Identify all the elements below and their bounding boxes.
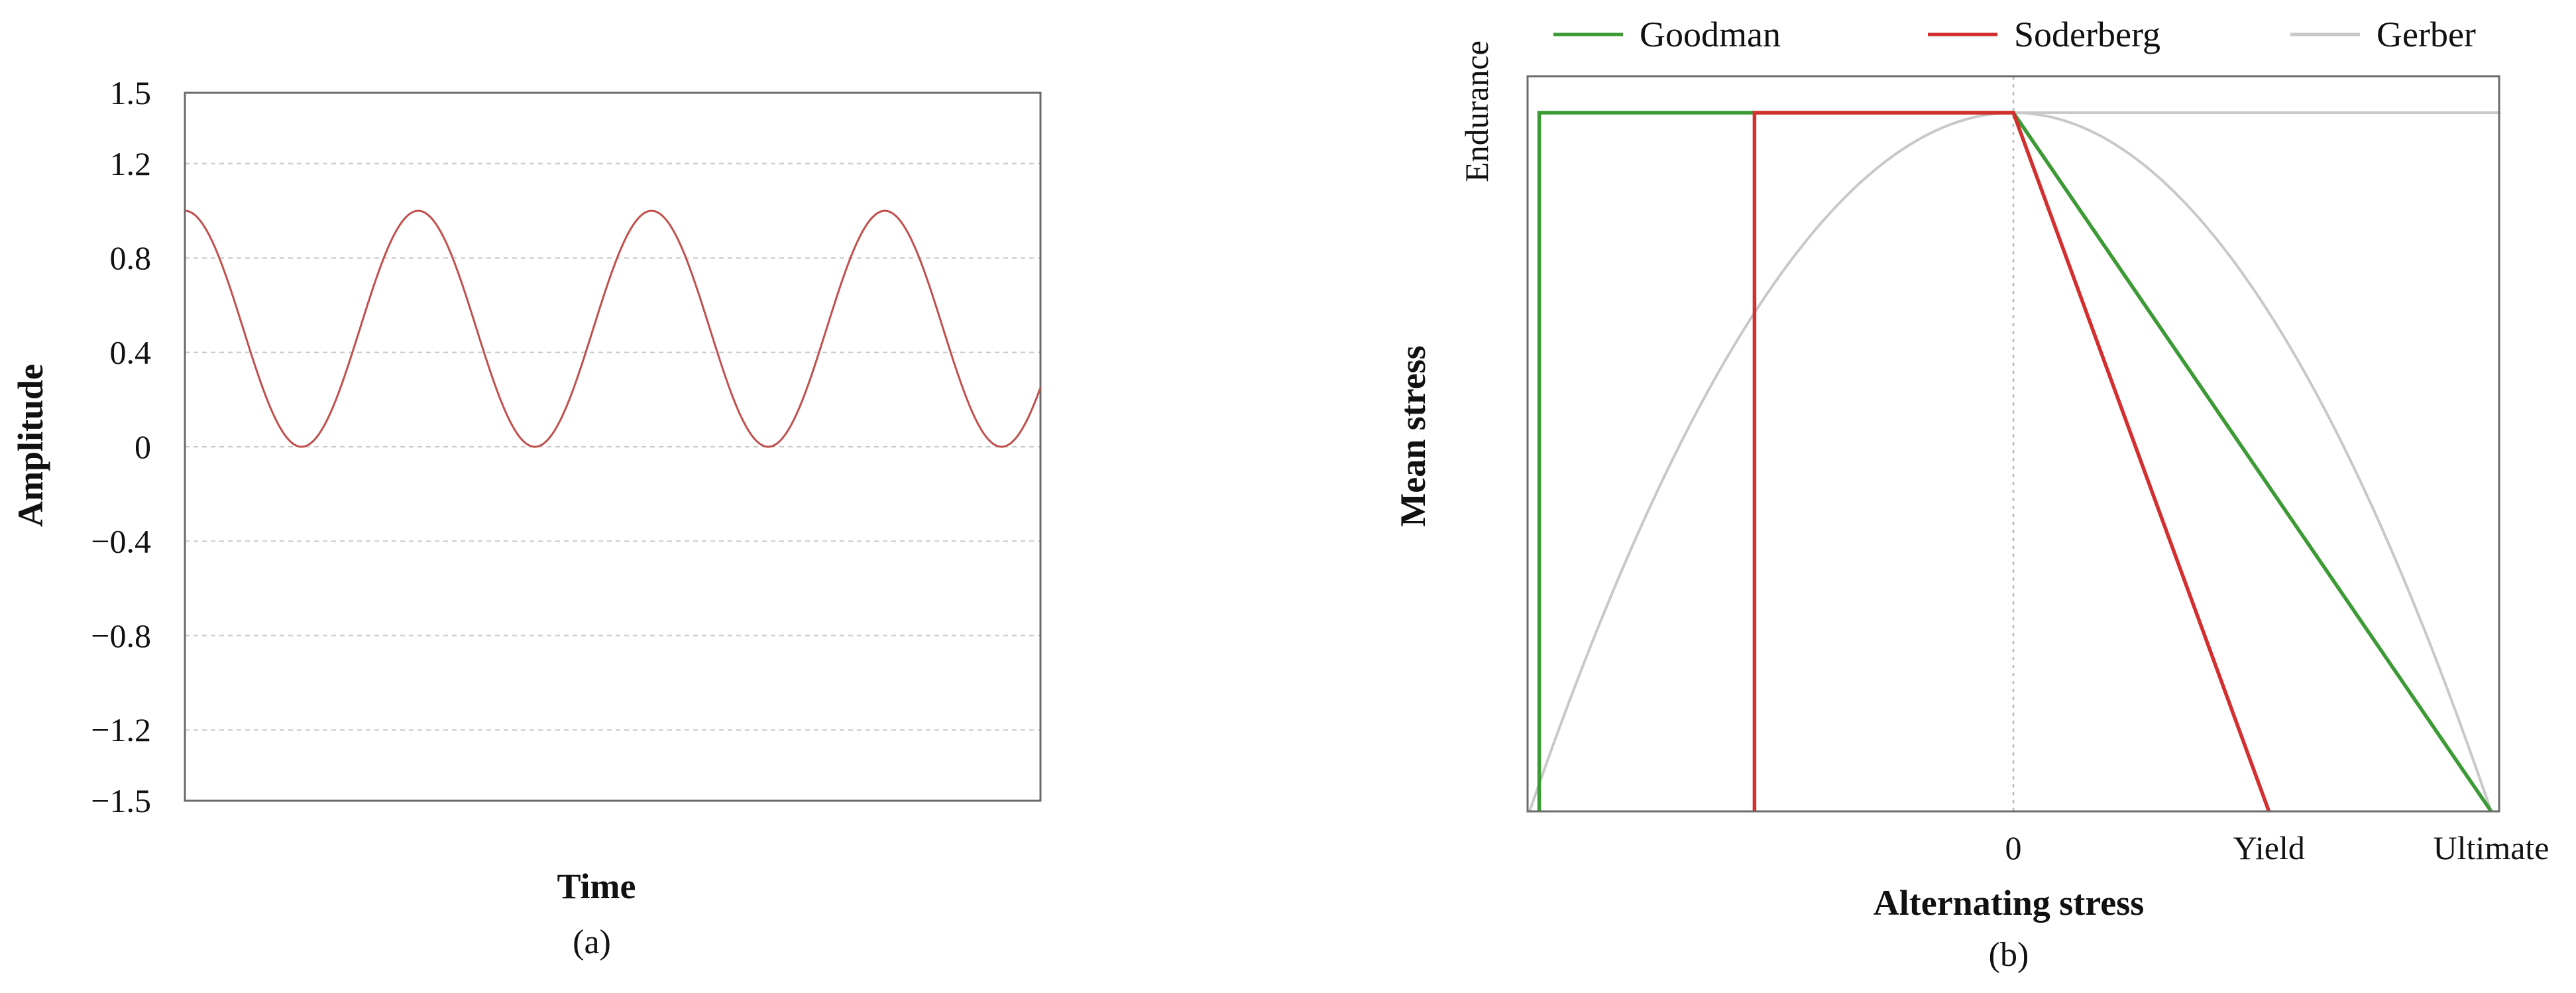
chart-a-y-tick-label: −0.8 <box>91 617 151 654</box>
chart-a-y-tick-label: −1.2 <box>91 711 151 748</box>
chart-b-legend-label-gerber: Gerber <box>2377 15 2476 54</box>
chart-a-y-tick-label: 0 <box>135 428 151 465</box>
chart-b-x-axis-title: Alternating stress <box>1874 883 2144 923</box>
chart-a-caption: (a) <box>573 923 611 961</box>
chart-a-x-axis-title: Time <box>557 866 636 906</box>
chart-a-y-tick-label: −0.4 <box>91 522 151 559</box>
chart-a-gridlines <box>185 162 1040 731</box>
chart-a-y-tick-label: 1.5 <box>110 74 152 111</box>
chart-b-plot-area <box>1526 75 2500 813</box>
chart-b-y-tick-labels: Endurance <box>1458 40 1495 182</box>
chart-b-legend-label-soderberg: Soderberg <box>2014 15 2160 54</box>
chart-b-legend: Goodman Soderberg Gerber <box>1553 15 2476 54</box>
chart-b-y-tick-label: Endurance <box>1458 40 1495 182</box>
chart-a-y-axis-title: Amplitude <box>11 364 50 527</box>
chart-b-series-gerber <box>1528 111 2492 812</box>
chart-b-series <box>1528 111 2501 813</box>
chart-a-plot-area <box>184 91 1042 802</box>
chart-a-y-tick-label: −1.5 <box>91 782 151 819</box>
chart-b-x-tick-label: Ultimate <box>2434 829 2549 866</box>
chart-b-x-tick-label: Yield <box>2233 829 2305 866</box>
chart-a-series-line <box>184 209 1042 448</box>
chart-a-y-tick-label: 1.2 <box>110 145 152 182</box>
chart-b-x-tick-label: 0 <box>2005 829 2022 866</box>
chart-b-caption: (b) <box>1989 936 2029 974</box>
chart-b-y-axis-title: Mean stress <box>1393 345 1433 526</box>
chart-a-y-tick-labels: 1.5 1.2 0.8 0.4 0 −0.4 −0.8 −1.2 −1.5 <box>91 74 151 819</box>
chart-b: 0 Yield Ultimate Endurance Mean stress Alt… <box>1393 15 2549 974</box>
chart-b-x-tick-labels: 0 Yield Ultimate <box>2005 829 2549 866</box>
chart-a-y-tick-label: 0.8 <box>110 239 152 276</box>
chart-a: 1.51.20.80.40−0.4−0.8−1.2−1.5 Amplitude … <box>11 74 1042 961</box>
chart-b-legend-label-goodman: Goodman <box>1640 15 1781 54</box>
chart-a-y-tick-label: 0.4 <box>110 334 152 371</box>
chart-b-series-soderberg <box>1752 111 2271 812</box>
chart-b-series-goodman <box>1537 111 2493 813</box>
